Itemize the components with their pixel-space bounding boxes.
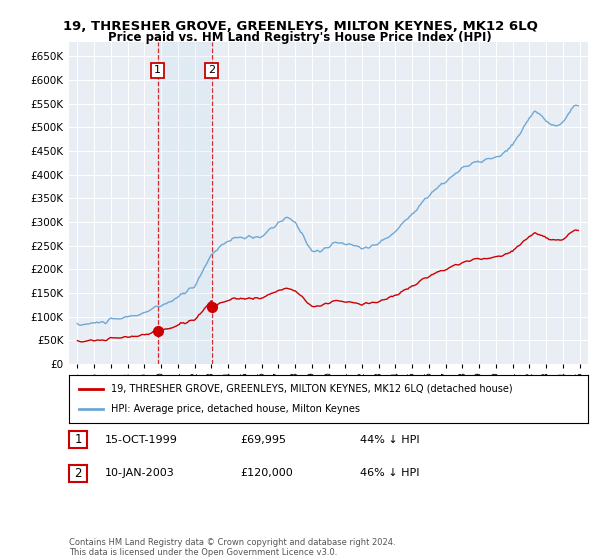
Text: 19, THRESHER GROVE, GREENLEYS, MILTON KEYNES, MK12 6LQ: 19, THRESHER GROVE, GREENLEYS, MILTON KE… (62, 20, 538, 32)
Text: 10-JAN-2003: 10-JAN-2003 (105, 468, 175, 478)
Text: 2: 2 (74, 466, 82, 480)
Text: 44% ↓ HPI: 44% ↓ HPI (360, 435, 419, 445)
Text: £69,995: £69,995 (240, 435, 286, 445)
Text: £120,000: £120,000 (240, 468, 293, 478)
Text: Contains HM Land Registry data © Crown copyright and database right 2024.
This d: Contains HM Land Registry data © Crown c… (69, 538, 395, 557)
Text: 19, THRESHER GROVE, GREENLEYS, MILTON KEYNES, MK12 6LQ (detached house): 19, THRESHER GROVE, GREENLEYS, MILTON KE… (110, 384, 512, 394)
Text: Price paid vs. HM Land Registry's House Price Index (HPI): Price paid vs. HM Land Registry's House … (108, 31, 492, 44)
Bar (158, 42, 212, 364)
Text: HPI: Average price, detached house, Milton Keynes: HPI: Average price, detached house, Milt… (110, 404, 359, 414)
Text: 1: 1 (74, 433, 82, 446)
Text: 1: 1 (154, 66, 161, 76)
Text: 15-OCT-1999: 15-OCT-1999 (105, 435, 178, 445)
Text: 2: 2 (208, 66, 215, 76)
Text: 46% ↓ HPI: 46% ↓ HPI (360, 468, 419, 478)
